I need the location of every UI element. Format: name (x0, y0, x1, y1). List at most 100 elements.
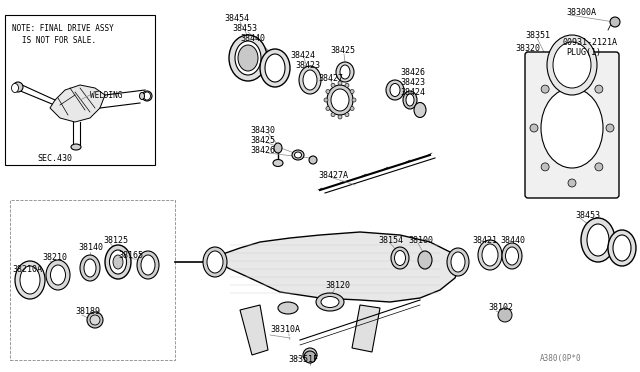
Text: 38424: 38424 (400, 87, 425, 96)
Ellipse shape (447, 248, 469, 276)
Circle shape (350, 106, 354, 110)
Ellipse shape (80, 255, 100, 281)
Circle shape (338, 115, 342, 119)
Ellipse shape (414, 103, 426, 118)
Ellipse shape (403, 91, 417, 109)
Bar (5, 15, 155, 165)
Text: IS NOT FOR SALE.: IS NOT FOR SALE. (22, 35, 96, 45)
Circle shape (331, 113, 335, 117)
Text: 38453: 38453 (232, 23, 257, 32)
Text: 38423: 38423 (295, 61, 320, 70)
Ellipse shape (273, 160, 283, 167)
Ellipse shape (84, 259, 96, 277)
Text: NOTE: FINAL DRIVE ASSY: NOTE: FINAL DRIVE ASSY (12, 23, 114, 32)
Ellipse shape (299, 66, 321, 94)
Ellipse shape (105, 245, 131, 279)
Circle shape (345, 113, 349, 117)
Text: 38421: 38421 (472, 235, 497, 244)
Circle shape (345, 83, 349, 87)
Ellipse shape (451, 252, 465, 272)
Text: 38210A: 38210A (12, 266, 42, 275)
Circle shape (87, 312, 103, 328)
Ellipse shape (321, 296, 339, 308)
Text: 38427A: 38427A (318, 170, 348, 180)
Text: 38427: 38427 (318, 74, 343, 83)
Circle shape (568, 69, 576, 77)
Ellipse shape (340, 65, 350, 79)
Text: 38440: 38440 (500, 235, 525, 244)
Polygon shape (240, 305, 268, 355)
Text: 38102: 38102 (488, 304, 513, 312)
Polygon shape (215, 232, 460, 302)
FancyBboxPatch shape (525, 52, 619, 198)
Text: 38453: 38453 (575, 211, 600, 219)
Ellipse shape (292, 150, 304, 160)
Circle shape (90, 315, 100, 325)
Ellipse shape (113, 255, 123, 269)
Circle shape (610, 17, 620, 27)
Text: 38426: 38426 (250, 145, 275, 154)
Circle shape (595, 163, 603, 171)
Ellipse shape (613, 235, 631, 261)
Ellipse shape (390, 83, 400, 96)
Ellipse shape (418, 251, 432, 269)
Circle shape (350, 90, 354, 93)
Text: 38425: 38425 (250, 135, 275, 144)
Ellipse shape (327, 85, 353, 115)
Ellipse shape (587, 224, 609, 256)
Ellipse shape (203, 247, 227, 277)
Ellipse shape (482, 244, 498, 266)
Ellipse shape (547, 35, 597, 95)
Ellipse shape (51, 265, 65, 285)
Ellipse shape (238, 45, 258, 71)
Text: 38154: 38154 (378, 235, 403, 244)
Circle shape (326, 90, 330, 93)
Circle shape (304, 351, 316, 363)
Text: PLUG(1): PLUG(1) (566, 48, 601, 57)
Ellipse shape (406, 94, 414, 106)
Text: A380(0P*0: A380(0P*0 (540, 353, 582, 362)
Polygon shape (50, 85, 105, 122)
Ellipse shape (386, 80, 404, 100)
Ellipse shape (71, 144, 81, 150)
Ellipse shape (331, 89, 349, 111)
Ellipse shape (278, 302, 298, 314)
Text: 38165: 38165 (118, 250, 143, 260)
Ellipse shape (506, 247, 518, 265)
Ellipse shape (478, 240, 502, 270)
Circle shape (530, 124, 538, 132)
Ellipse shape (12, 83, 19, 93)
Text: 38120: 38120 (325, 280, 350, 289)
Ellipse shape (294, 152, 301, 158)
Ellipse shape (235, 41, 261, 75)
Text: 38189: 38189 (75, 308, 100, 317)
Circle shape (606, 124, 614, 132)
Ellipse shape (608, 230, 636, 266)
Text: 38310A: 38310A (270, 326, 300, 334)
Text: 38100: 38100 (408, 235, 433, 244)
Ellipse shape (109, 250, 127, 274)
Circle shape (352, 98, 356, 102)
Ellipse shape (541, 88, 603, 168)
Text: 38300A: 38300A (566, 7, 596, 16)
Ellipse shape (46, 260, 70, 290)
Ellipse shape (13, 82, 23, 92)
Text: 38425: 38425 (330, 45, 355, 55)
Circle shape (595, 85, 603, 93)
Ellipse shape (394, 250, 406, 266)
Circle shape (331, 83, 335, 87)
Circle shape (568, 179, 576, 187)
Text: WELDING: WELDING (90, 90, 122, 99)
Text: 38320: 38320 (515, 44, 540, 52)
Ellipse shape (336, 62, 354, 82)
Text: 38424: 38424 (290, 51, 315, 60)
Text: 38210: 38210 (42, 253, 67, 263)
Ellipse shape (316, 293, 344, 311)
Ellipse shape (20, 266, 40, 294)
Ellipse shape (207, 251, 223, 273)
Ellipse shape (15, 261, 45, 299)
Circle shape (338, 81, 342, 85)
Text: 38140: 38140 (78, 244, 103, 253)
Ellipse shape (140, 93, 145, 99)
Ellipse shape (303, 70, 317, 90)
